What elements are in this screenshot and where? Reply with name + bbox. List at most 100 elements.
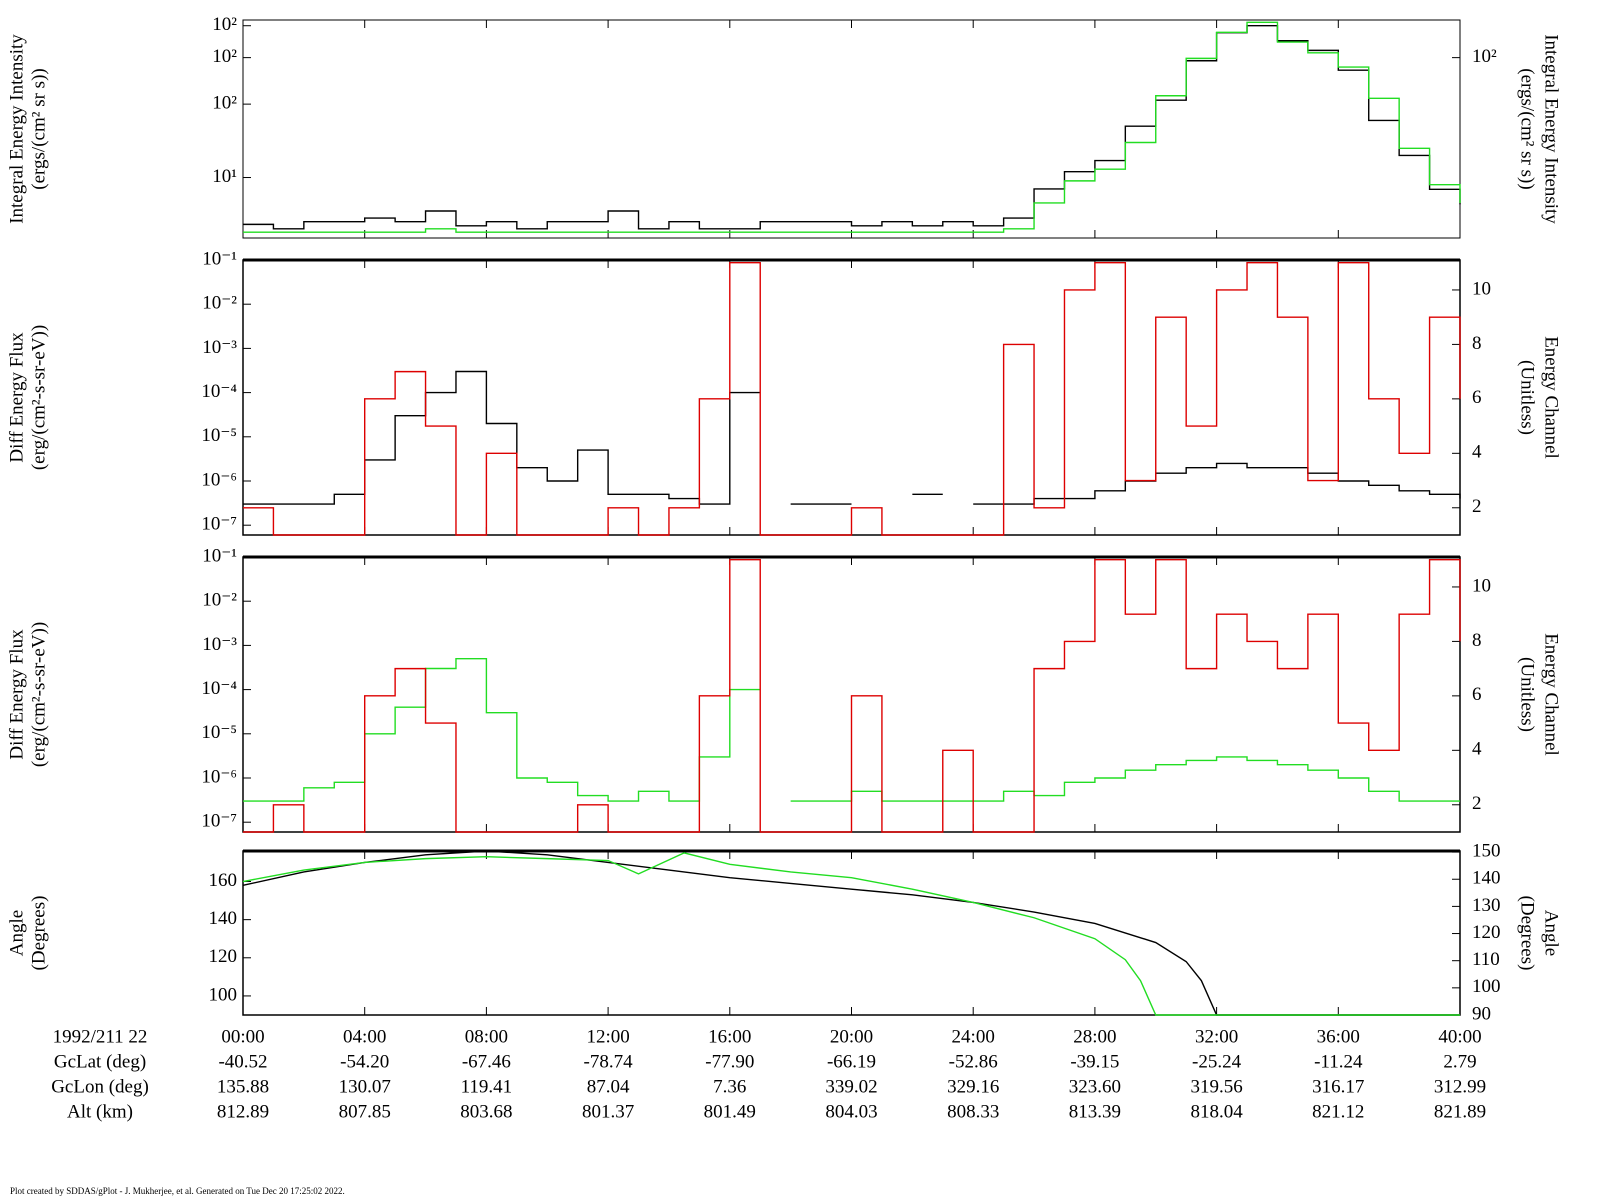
y-axis-label: (Degrees) xyxy=(28,896,49,971)
y2-tick-label: 2 xyxy=(1472,496,1482,517)
y-axis-label: (erg/(cm²-s-sr-eV)) xyxy=(28,622,49,767)
ephemeris-value: 119.41 xyxy=(461,1076,513,1097)
series-line xyxy=(243,262,1461,536)
plot-frame xyxy=(242,19,1461,239)
x-tick-label: 20:00 xyxy=(830,1026,873,1047)
x-tick-label: 32:00 xyxy=(1195,1026,1238,1047)
ephemeris-value: -11.24 xyxy=(1314,1051,1363,1072)
x-tick-label: 00:00 xyxy=(221,1026,264,1047)
ephemeris-value: 135.88 xyxy=(217,1076,269,1097)
y2-tick-label: 90 xyxy=(1472,1003,1491,1024)
y-tick-label: 10⁻⁶ xyxy=(201,766,237,787)
y2-tick-label: 6 xyxy=(1472,684,1482,705)
y-tick-label: 10⁻⁵ xyxy=(201,425,237,446)
y-axis-label: Diff Energy Flux xyxy=(6,332,27,463)
x-tick-label: 04:00 xyxy=(343,1026,386,1047)
x-tick-label: 36:00 xyxy=(1317,1026,1360,1047)
y2-axis-label: (Unitless) xyxy=(1517,360,1538,435)
y2-tick-label: 150 xyxy=(1472,840,1501,861)
y2-axis-label: Angle xyxy=(1541,910,1562,956)
ephemeris-value: 7.36 xyxy=(713,1076,746,1097)
y-tick-label: 10⁻² xyxy=(202,590,237,611)
y-tick-label: 10⁻¹ xyxy=(202,545,237,566)
ephemeris-value: 329.16 xyxy=(947,1076,999,1097)
y-tick-label: 10⁻⁶ xyxy=(201,469,237,490)
ephemeris-value: 812.89 xyxy=(217,1101,269,1122)
y-tick-label: 10⁻⁴ xyxy=(201,381,237,402)
y2-tick-label: 2 xyxy=(1472,793,1482,814)
y-tick-label: 10⁻³ xyxy=(202,634,237,655)
ephemeris-label: GcLon (deg) xyxy=(51,1076,149,1097)
ephemeris-value: 821.12 xyxy=(1312,1101,1364,1122)
y2-tick-label: 10 xyxy=(1472,278,1491,299)
series-line xyxy=(242,850,1460,1016)
ephemeris-value: 818.04 xyxy=(1190,1101,1243,1122)
y-tick-label: 160 xyxy=(209,870,238,891)
ephemeris-value: -52.86 xyxy=(949,1051,998,1072)
ephemeris-value: -25.24 xyxy=(1192,1051,1242,1072)
y2-axis-label: Energy Channel xyxy=(1541,633,1562,756)
y-tick-label: 10⁻⁷ xyxy=(201,514,237,535)
ephemeris-value: 801.49 xyxy=(704,1101,756,1122)
y2-tick-label: 140 xyxy=(1472,868,1501,889)
ephemeris-value: -54.20 xyxy=(340,1051,389,1072)
y2-tick-label: 10 xyxy=(1472,575,1491,596)
y2-tick-label: 100 xyxy=(1472,976,1501,997)
ephemeris-label: Alt (km) xyxy=(67,1101,133,1122)
ephemeris-label: GcLat (deg) xyxy=(54,1051,146,1072)
y-axis-label: Angle xyxy=(6,910,27,956)
y2-tick-label: 10² xyxy=(1472,46,1497,67)
y2-tick-label: 6 xyxy=(1472,387,1482,408)
y2-tick-label: 4 xyxy=(1472,739,1482,760)
footer: Plot created by SDDAS/gPlot - J. Mukherj… xyxy=(10,1186,345,1196)
ephemeris-value: -39.15 xyxy=(1070,1051,1119,1072)
ephemeris-value: 808.33 xyxy=(947,1101,999,1122)
ephemeris-value: 807.85 xyxy=(339,1101,391,1122)
ephemeris-value: -78.74 xyxy=(584,1051,634,1072)
x-tick-label: 16:00 xyxy=(708,1026,751,1047)
ephemeris-value: 821.89 xyxy=(1434,1101,1486,1122)
series-line xyxy=(243,370,1461,505)
y2-tick-label: 110 xyxy=(1472,949,1500,970)
y-tick-label: 10⁻⁵ xyxy=(201,722,237,743)
y2-tick-label: 8 xyxy=(1472,333,1482,354)
y2-axis-label: Integral Energy Intensity xyxy=(1541,34,1562,224)
x-tick-label: 40:00 xyxy=(1438,1026,1481,1047)
series-line xyxy=(243,559,1461,833)
ephemeris-value: 319.56 xyxy=(1190,1076,1242,1097)
x-tick-label: 28:00 xyxy=(1073,1026,1116,1047)
y2-axis-label: Energy Channel xyxy=(1541,336,1562,459)
y-axis-label: Integral Energy Intensity xyxy=(6,34,27,224)
ephemeris-value: -77.90 xyxy=(705,1051,754,1072)
ephemeris-value: 323.60 xyxy=(1069,1076,1121,1097)
ephemeris-value: -66.19 xyxy=(827,1051,876,1072)
y2-axis-label: (ergs/(cm² sr s)) xyxy=(1517,68,1538,189)
ephemeris-value: 804.03 xyxy=(825,1101,877,1122)
ephemeris-value: 316.17 xyxy=(1312,1076,1364,1097)
plot-frame xyxy=(242,850,1461,1016)
y-tick-label: 10⁻⁷ xyxy=(201,811,237,832)
y-tick-label: 10⁻³ xyxy=(202,337,237,358)
y2-tick-label: 120 xyxy=(1472,922,1501,943)
ephemeris-value: 813.39 xyxy=(1069,1101,1121,1122)
ephemeris-value: 130.07 xyxy=(339,1076,391,1097)
ephemeris-value: 339.02 xyxy=(825,1076,877,1097)
y-tick-label: 10⁻¹ xyxy=(202,248,237,269)
y-axis-label: (ergs/(cm² sr s)) xyxy=(28,68,49,189)
x-tick-label: 08:00 xyxy=(465,1026,508,1047)
y2-tick-label: 4 xyxy=(1472,442,1482,463)
series-line xyxy=(243,658,1460,802)
y-tick-label: 10² xyxy=(212,14,237,35)
y-tick-label: 100 xyxy=(209,984,238,1005)
ephemeris-value: 2.79 xyxy=(1443,1051,1476,1072)
y-tick-label: 10¹ xyxy=(212,166,237,187)
y-tick-label: 10² xyxy=(212,46,237,67)
y-axis-label: (erg/(cm²-s-sr-eV)) xyxy=(28,325,49,470)
ephemeris-value: 801.37 xyxy=(582,1101,634,1122)
series-line xyxy=(242,852,1460,1016)
ephemeris-value: -40.52 xyxy=(218,1051,267,1072)
y2-tick-label: 8 xyxy=(1472,630,1482,651)
y-axis-label: Diff Energy Flux xyxy=(6,629,27,760)
ephemeris-value: 312.99 xyxy=(1434,1076,1486,1097)
